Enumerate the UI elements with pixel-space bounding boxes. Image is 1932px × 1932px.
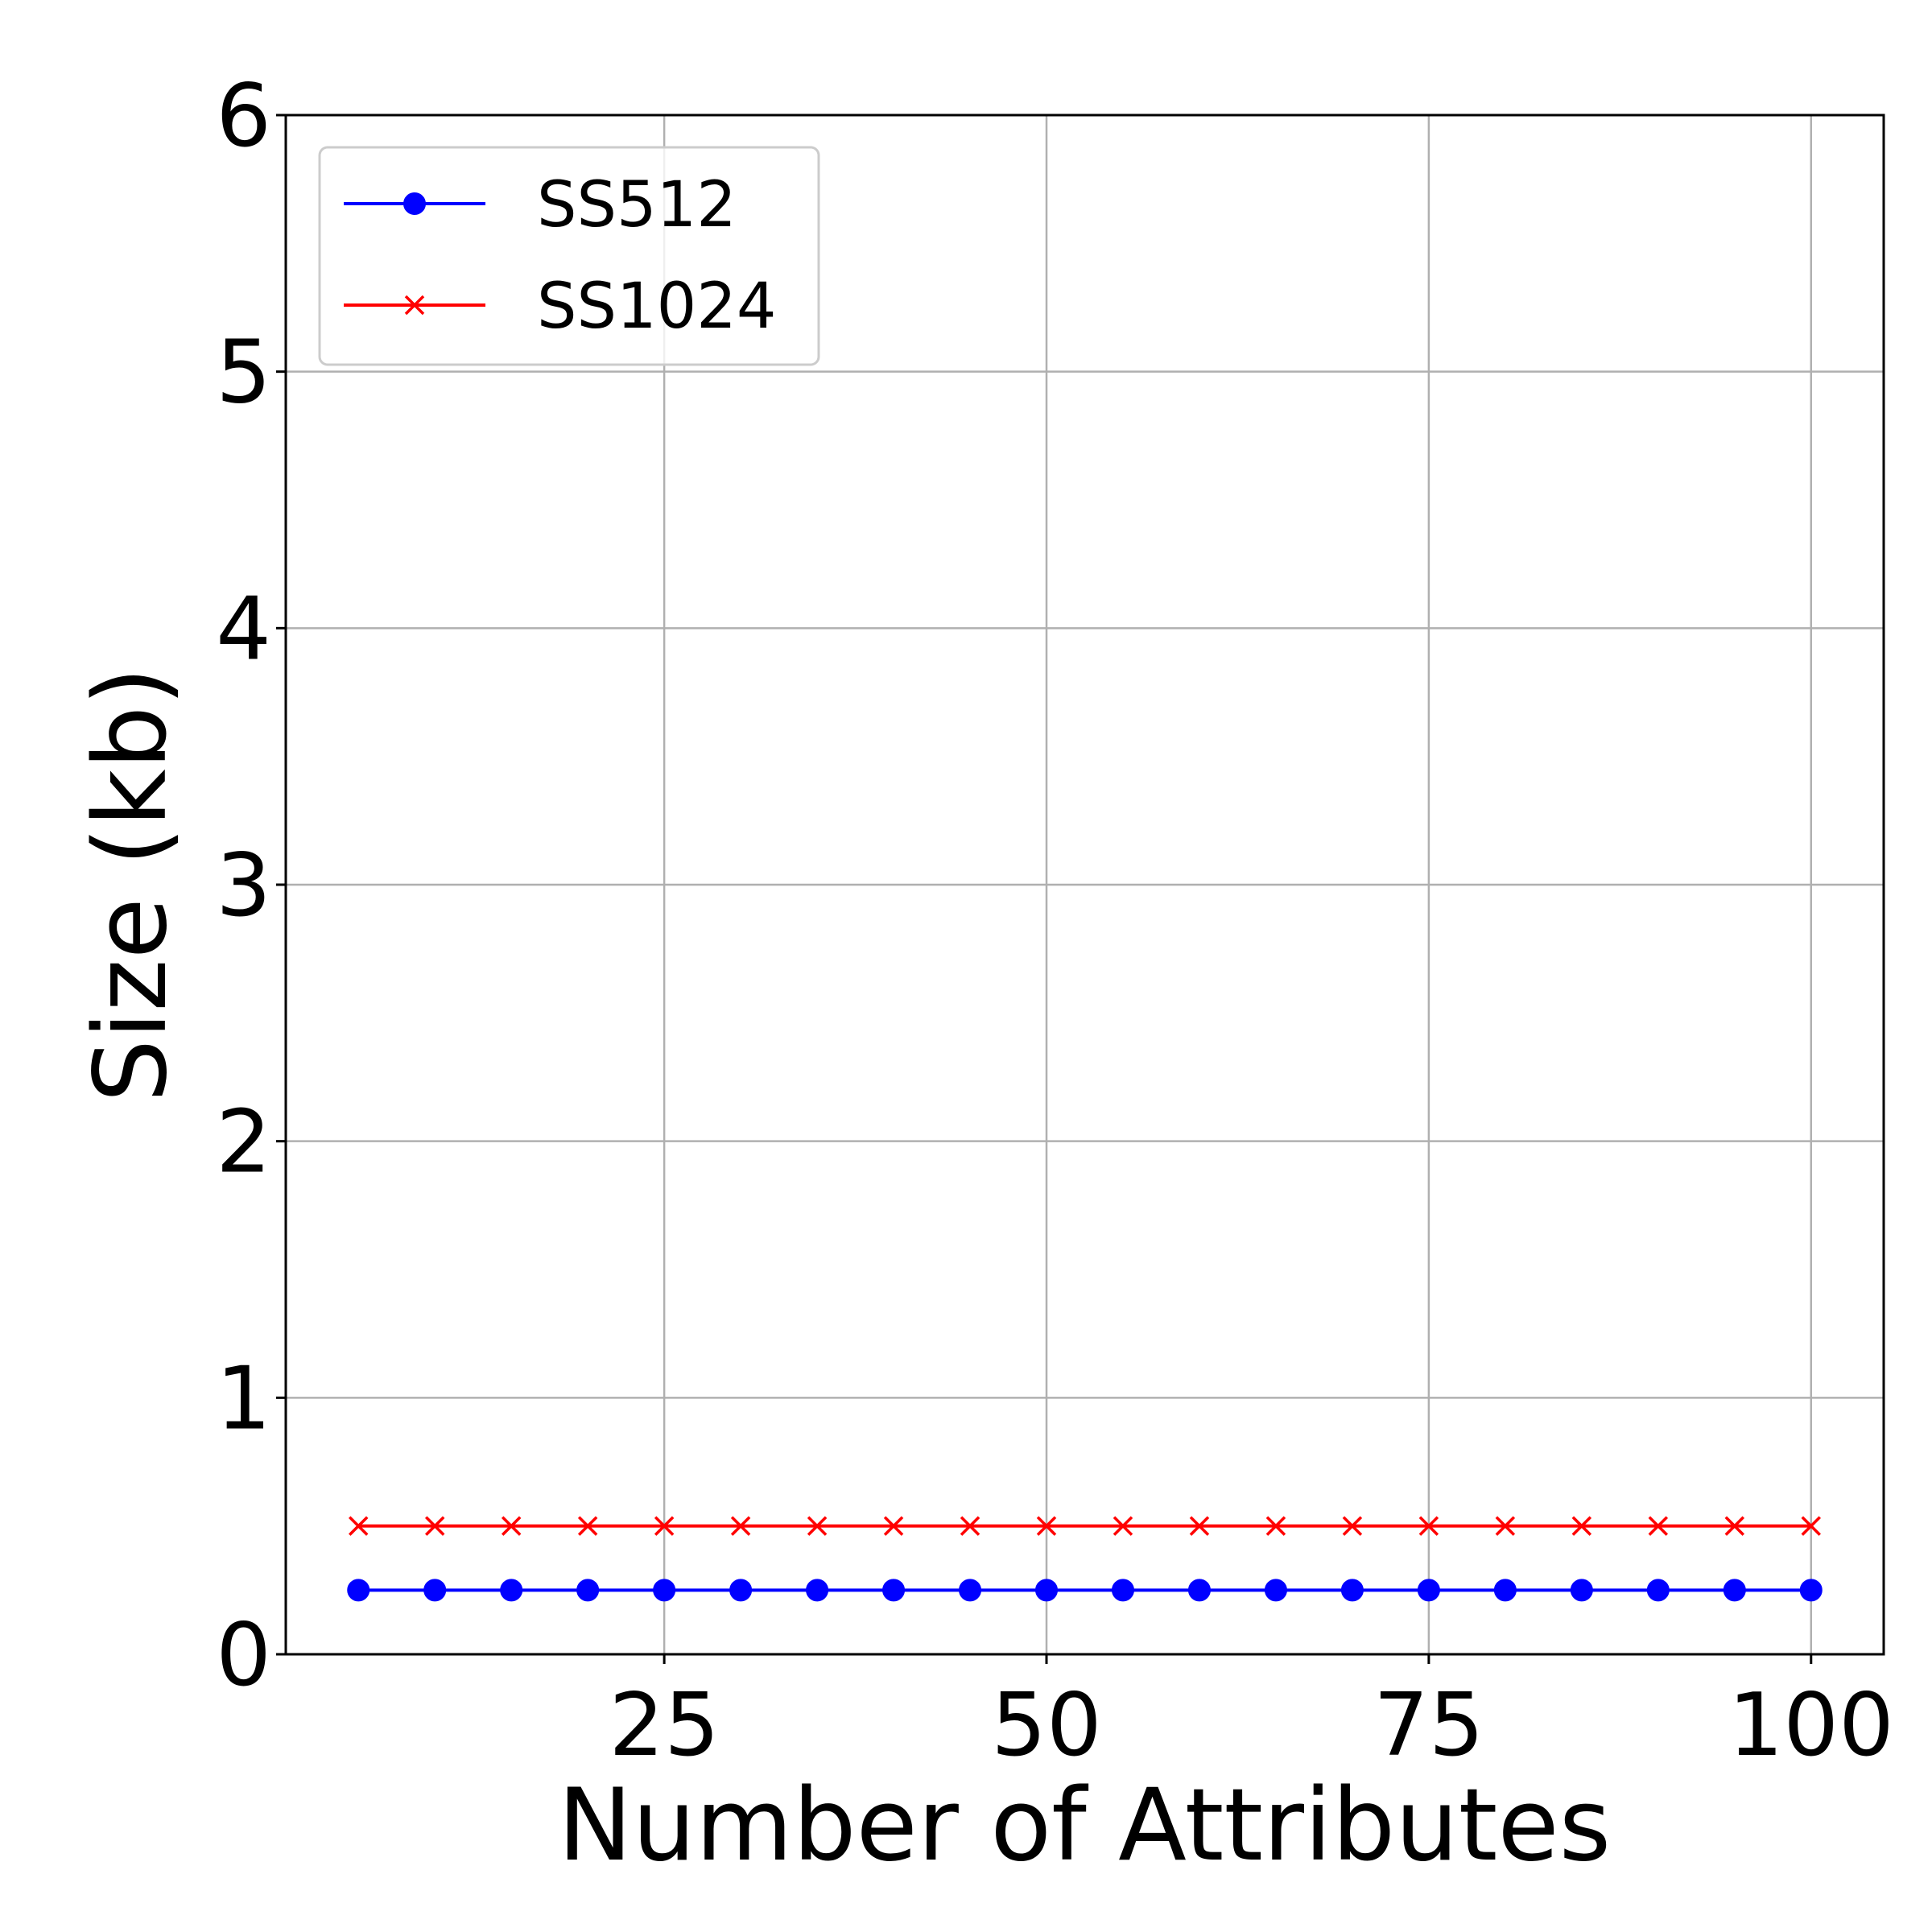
data-point [500,1579,523,1602]
data-point [1035,1579,1059,1602]
data-point [501,1516,522,1536]
data-point [348,1516,369,1536]
data-point [1724,1516,1745,1536]
y-tick-label: 4 [216,579,271,679]
y-tick-label: 1 [216,1348,271,1449]
data-point [1646,1579,1670,1602]
data-point [1417,1579,1440,1602]
data-point [1495,1516,1516,1536]
legend: SS512 SS1024 [318,146,820,366]
data-point [883,1516,904,1536]
data-point [424,1516,445,1536]
data-point [653,1579,676,1602]
data-point [1571,1516,1592,1536]
data-point [1418,1516,1439,1536]
x-tick-label: 50 [991,1675,1101,1776]
data-point [960,1516,980,1536]
y-tick-label: 5 [216,323,271,423]
data-point [1036,1516,1057,1536]
data-point [1189,1516,1210,1536]
data-point [882,1579,906,1602]
data-point [806,1579,829,1602]
x-tick-label: 25 [609,1675,719,1776]
series-layer [347,1516,1823,1602]
y-tick-label: 3 [216,836,271,936]
data-point [654,1516,675,1536]
legend-marker [403,192,426,215]
data-point [1570,1579,1593,1602]
x-tick-label: 100 [1728,1675,1894,1776]
data-point [347,1579,370,1602]
data-point [1111,1579,1134,1602]
data-point [1265,1516,1286,1536]
data-point [1493,1579,1517,1602]
data-point [1187,1579,1211,1602]
legend-frame [318,146,820,366]
legend-label: SS1024 [537,270,777,343]
data-point [1342,1516,1363,1536]
data-point [577,1516,598,1536]
ticks: 0 1 2 3 4 5 6 25 50 75 100 [216,66,1894,1776]
data-point [576,1579,600,1602]
data-point [730,1516,751,1536]
data-point [1801,1516,1822,1536]
data-point [1340,1579,1364,1602]
data-point [729,1579,753,1602]
data-point [1113,1516,1133,1536]
y-tick-label: 0 [216,1605,271,1706]
data-point [1799,1579,1823,1602]
data-point [1723,1579,1746,1602]
legend-item-ss512: SS512 [344,169,737,242]
data-point [1264,1579,1287,1602]
series-ss1024 [348,1516,1822,1536]
y-tick-label: 6 [216,66,271,167]
legend-marker [404,295,425,316]
data-point [1648,1516,1669,1536]
y-axis-label: Size (kb) [73,667,189,1102]
legend-item-ss1024: SS1024 [344,270,777,343]
y-tick-label: 2 [216,1092,271,1193]
data-point [807,1516,828,1536]
x-axis-label: Number of Attributes [558,1768,1612,1884]
legend-label: SS512 [537,169,737,242]
data-point [423,1579,447,1602]
x-tick-label: 75 [1373,1675,1484,1776]
data-point [959,1579,982,1602]
series-ss512 [347,1579,1823,1602]
